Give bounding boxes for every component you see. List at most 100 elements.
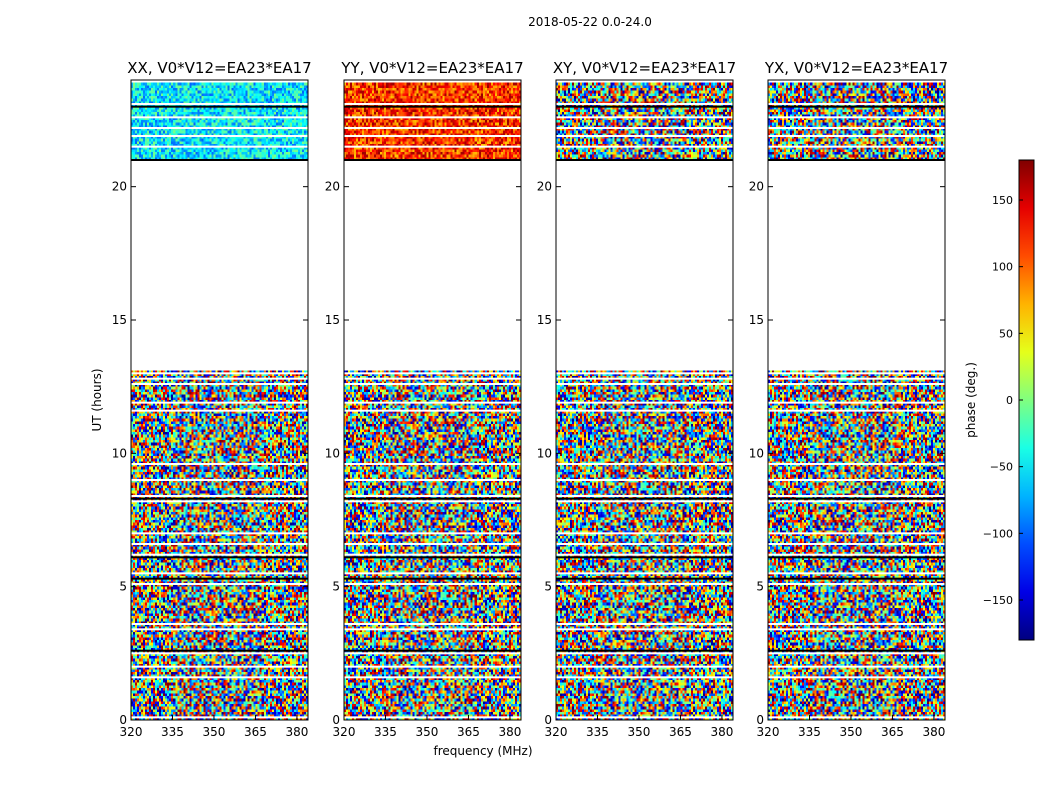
x-tick-label: 365 [457, 725, 480, 739]
flagged-row [768, 676, 945, 679]
flagged-row [131, 145, 308, 148]
flagged-row [344, 372, 521, 375]
flagged-row [768, 401, 945, 404]
flagged-row [131, 377, 308, 380]
flagged-row [768, 145, 945, 148]
y-tick-label: 0 [332, 713, 340, 727]
x-tick-label: 320 [757, 725, 780, 739]
y-tick-label: 15 [325, 313, 340, 327]
flagged-row [344, 628, 521, 631]
dark-stripe [768, 497, 945, 500]
flagged-row [556, 495, 733, 497]
y-tick-label: 10 [537, 446, 552, 460]
flagged-row [556, 463, 733, 465]
colorbar-tick-label: 150 [992, 194, 1013, 207]
flagged-row [344, 500, 521, 503]
flagged-row [344, 377, 521, 380]
dark-stripe [344, 556, 521, 559]
flagged-row [556, 716, 733, 719]
figure-suptitle: 2018-05-22 0.0-24.0 [528, 15, 652, 29]
y-axis-label: UT (hours) [90, 368, 104, 431]
flagged-row [344, 652, 521, 655]
dark-stripe [556, 105, 733, 108]
y-tick-label: 10 [749, 446, 764, 460]
dark-stripe [344, 649, 521, 652]
flagged-row [768, 623, 945, 625]
flagged-row [556, 665, 733, 668]
x-tick-label: 335 [798, 725, 821, 739]
panel-title: XY, V0*V12=EA23*EA17 [553, 59, 736, 77]
dark-stripe [131, 649, 308, 652]
flagged-row [768, 665, 945, 668]
flagged-row [131, 103, 308, 105]
flagged-row [768, 135, 945, 137]
flagged-row [768, 628, 945, 631]
flagged-row [344, 543, 521, 545]
y-tick-label: 0 [756, 713, 764, 727]
flagged-row [768, 583, 945, 585]
dark-stripe [556, 649, 733, 652]
y-tick-label: 5 [119, 580, 127, 594]
flagged-row [131, 383, 308, 385]
panel-yx: YX, V0*V12=EA23*EA17 0 5 10 15 20 320 335 350 365… [749, 59, 948, 739]
flagged-row [344, 572, 521, 575]
flagged-row [556, 409, 733, 412]
flagged-row [344, 716, 521, 719]
x-tick-label: 365 [244, 725, 267, 739]
x-tick-label: 380 [498, 725, 521, 739]
flagged-row [344, 135, 521, 137]
flagged-row [131, 716, 308, 719]
dark-stripe [556, 577, 733, 580]
plot-frame [555, 79, 734, 721]
dark-stripe [556, 159, 733, 161]
colorbar-tick-label: 100 [992, 261, 1013, 274]
y-tick-label: 20 [537, 180, 552, 194]
flagged-row [768, 409, 945, 412]
flagged-row [768, 372, 945, 375]
flagged-row [131, 532, 308, 535]
dark-stripe [768, 556, 945, 559]
y-tick-label: 15 [537, 313, 552, 327]
dark-stripe [344, 497, 521, 500]
y-tick-label: 0 [544, 713, 552, 727]
flagged-row [556, 116, 733, 119]
flagged-row [131, 127, 308, 129]
flagged-row [131, 583, 308, 585]
y-tick-label: 20 [112, 180, 127, 194]
dark-stripe [131, 556, 308, 559]
x-tick-label: 320 [333, 725, 356, 739]
x-tick-label: 380 [710, 725, 733, 739]
phase-heatmap-image [131, 80, 308, 720]
panel-title: XX, V0*V12=EA23*EA17 [127, 59, 311, 77]
flagged-row [768, 383, 945, 385]
flagged-row [131, 116, 308, 119]
dark-stripe [131, 577, 308, 580]
flagged-row [768, 463, 945, 465]
flagged-row [344, 401, 521, 404]
flagged-row [131, 372, 308, 375]
colorbar-label: phase (deg.) [964, 362, 978, 438]
flagged-row [556, 127, 733, 129]
plot-frame [343, 79, 522, 721]
flagged-row [344, 495, 521, 497]
flagged-row [556, 652, 733, 655]
flagged-row [344, 532, 521, 535]
colorbar-tick-label: 0 [1006, 394, 1013, 407]
y-tick-label: 15 [749, 313, 764, 327]
panels: XX, V0*V12=EA23*EA17 0 5 10 15 20 320 335 350 365… [112, 59, 948, 739]
dark-stripe [344, 105, 521, 108]
flagged-row [344, 583, 521, 585]
flagged-row [131, 495, 308, 497]
flagged-row [131, 409, 308, 412]
y-tick-label: 20 [325, 180, 340, 194]
x-tick-label: 350 [416, 725, 439, 739]
flagged-row [131, 500, 308, 503]
flagged-row [556, 628, 733, 631]
dark-stripe [768, 105, 945, 108]
flagged-row [131, 676, 308, 679]
dark-stripe [344, 577, 521, 580]
x-tick-label: 335 [586, 725, 609, 739]
dark-stripe [131, 497, 308, 500]
dark-stripe [556, 497, 733, 500]
flagged-row [556, 676, 733, 679]
